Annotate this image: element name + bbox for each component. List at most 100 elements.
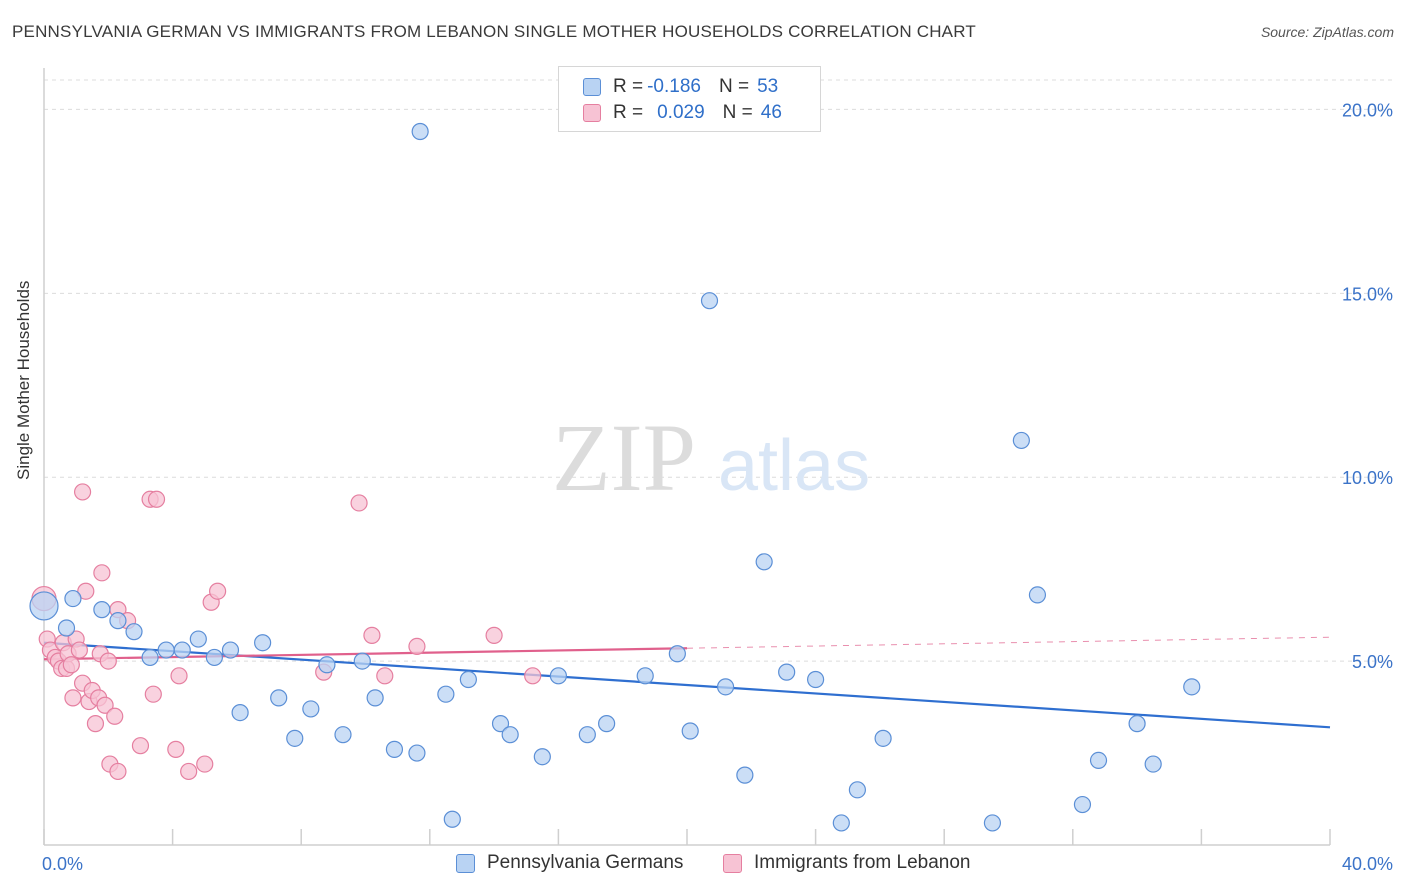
bottom-legend-label-blue: Pennsylvania Germans (487, 852, 684, 873)
legend-row-pennsylvania-germans: R = -0.186 N = 53 (583, 75, 778, 99)
blue-data-point (1128, 715, 1146, 733)
legend-r-value-blue: -0.186 (647, 76, 701, 97)
blue-data-point (806, 670, 825, 689)
blue-data-point (736, 766, 754, 784)
blue-data-point (491, 715, 510, 733)
blue-data-point (93, 601, 111, 619)
gridlines (44, 79, 1392, 662)
blue-data-point (668, 645, 686, 663)
x-tick-label-min: 0.0% (42, 854, 83, 874)
blue-data-point (533, 748, 551, 766)
pink-data-point (73, 483, 92, 501)
blue-data-point (254, 634, 272, 652)
bottom-legend-pennsylvania-germans: Pennsylvania Germans (456, 852, 683, 874)
blue-data-point (443, 810, 461, 828)
pink-data-point (109, 762, 127, 781)
watermark-zip: ZIP (552, 404, 696, 511)
blue-data-point (832, 814, 850, 832)
blue-data-point (598, 715, 616, 733)
pink-data-point (170, 667, 188, 685)
pink-data-point (106, 707, 124, 725)
blue-data-point (334, 726, 352, 744)
legend-r-label: R = (613, 76, 644, 97)
pink-data-point (209, 582, 227, 600)
blue-data-point (173, 641, 191, 659)
blue-data-point (64, 589, 82, 608)
pink-data-point (77, 582, 95, 600)
x-tick-label-max: 40.0% (1342, 854, 1393, 874)
blue-data-point (636, 667, 654, 685)
trend-line-pennsylvania-germans (43, 641, 1331, 729)
correlation-legend: R = -0.186 N = 53 R = 0.029 N = 46 (558, 66, 821, 132)
y-tick-label: 15.0% (1342, 284, 1393, 304)
blue-data-point (270, 689, 288, 707)
y-tick-label: 5.0% (1352, 652, 1393, 672)
blue-data-point (157, 641, 175, 659)
blue-data-point (221, 641, 240, 659)
blue-data-point (1073, 795, 1092, 814)
blue-data-point (302, 700, 320, 718)
blue-data-point (437, 685, 455, 703)
blue-data-point (1089, 751, 1108, 770)
y-axis-label: Single Mother Households (14, 280, 33, 480)
pink-data-point (350, 494, 368, 512)
legend-r-label: R = (613, 102, 644, 123)
legend-n-value-blue: 53 (757, 76, 779, 97)
pink-data-point (524, 667, 542, 685)
blue-data-point (1144, 755, 1162, 773)
blue-points (29, 122, 1201, 832)
pink-data-point (376, 667, 394, 685)
blue-data-point (231, 703, 249, 722)
blue-data-point (1028, 586, 1047, 604)
bottom-legend-immigrants-lebanon: Immigrants from Lebanon (723, 852, 971, 874)
pink-data-point (144, 685, 162, 703)
pink-data-point (147, 490, 166, 508)
blue-data-point (57, 619, 76, 637)
pink-data-point (96, 696, 114, 714)
blue-data-point (874, 729, 892, 747)
blue-data-point (549, 667, 568, 685)
source-label: Source: ZipAtlas.com (1260, 24, 1394, 40)
blue-data-point (125, 623, 143, 641)
legend-n-label: N = (722, 102, 753, 123)
legend-swatch-blue (583, 78, 601, 96)
pink-data-point (131, 737, 150, 755)
blue-data-point (408, 744, 426, 762)
blue-data-point (681, 722, 699, 740)
blue-data-point (205, 648, 223, 667)
blue-data-point (29, 591, 59, 621)
blue-data-point (385, 740, 404, 758)
blue-data-point (109, 612, 127, 630)
blue-data-point (189, 630, 207, 648)
zipatlas-watermark: ZIP atlas (552, 404, 870, 511)
bottom-legend-swatch-blue (456, 853, 475, 873)
blue-data-point (755, 553, 773, 571)
legend-n-label: N = (718, 76, 750, 97)
blue-data-point (700, 292, 719, 310)
trend-line-immigrants-lebanon-extension (686, 636, 1331, 649)
blue-data-point (459, 670, 477, 689)
blue-data-point (318, 656, 336, 674)
pink-data-point (62, 656, 80, 674)
legend-swatch-pink (583, 104, 601, 122)
pink-data-point (363, 626, 381, 644)
blue-data-point (353, 652, 371, 670)
blue-data-point (501, 726, 519, 744)
bottom-legend-label-pink: Immigrants from Lebanon (754, 852, 971, 873)
pink-data-point (167, 740, 185, 758)
bottom-legend-swatch-pink (723, 853, 742, 873)
blue-data-point (411, 122, 429, 141)
blue-data-point (366, 689, 384, 707)
blue-data-point (578, 726, 596, 744)
watermark-atlas: atlas (718, 426, 870, 506)
pink-data-point (93, 564, 111, 582)
blue-data-point (983, 814, 1002, 832)
pink-data-point (180, 762, 198, 781)
y-tick-label: 20.0% (1342, 100, 1393, 120)
pink-data-point (485, 626, 503, 644)
pink-data-point (86, 715, 105, 733)
pink-data-point (196, 755, 214, 773)
legend-r-value-pink: 0.029 (657, 102, 705, 123)
blue-data-point (848, 781, 866, 799)
